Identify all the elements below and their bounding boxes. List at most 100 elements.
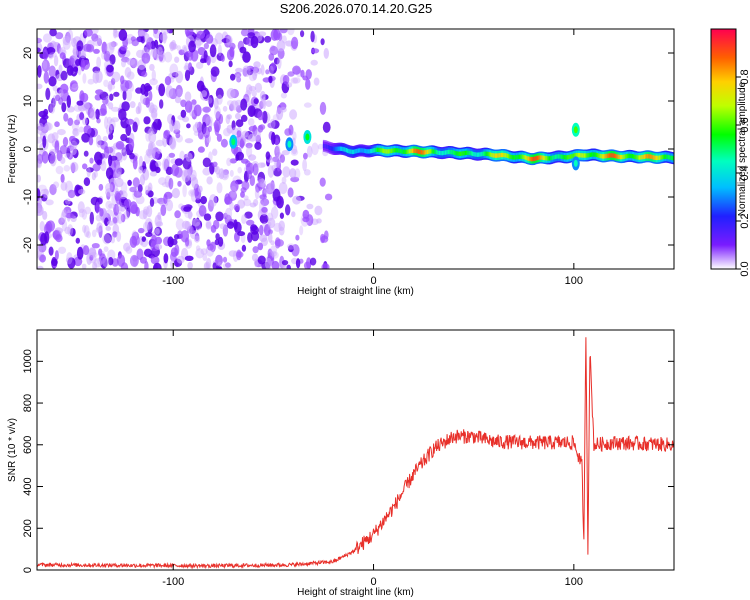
tone-band-core [454, 150, 456, 156]
tone-band-core [423, 150, 426, 155]
tone-band-core [541, 155, 544, 160]
noise-speckle [215, 166, 220, 175]
noise-speckle [282, 166, 291, 178]
noise-speckle [70, 161, 79, 173]
noise-speckle [63, 165, 71, 172]
noise-speckle [126, 118, 134, 125]
tone-band-core [645, 154, 647, 159]
noise-speckle [251, 253, 259, 262]
noise-speckle [130, 58, 139, 68]
noise-speckle [205, 116, 213, 125]
noise-speckle [60, 157, 66, 164]
tone-band-core [359, 148, 361, 153]
noise-speckle [151, 234, 157, 247]
tone-band-core [655, 155, 658, 161]
noise-speckle [202, 106, 211, 113]
tone-band-core [336, 146, 338, 152]
tone-band-core [467, 150, 469, 155]
spectral-feature-core [287, 140, 292, 148]
noise-speckle [54, 250, 59, 261]
noise-speckle [62, 136, 69, 147]
tone-band-core [528, 156, 531, 161]
noise-speckle [141, 71, 148, 78]
snr-xtick-label: -100 [162, 576, 184, 588]
noise-speckle [175, 132, 181, 139]
tone-band-core [434, 149, 437, 155]
noise-speckle [320, 233, 326, 244]
tone-band-core [613, 153, 616, 158]
noise-speckle [108, 132, 114, 140]
noise-speckle [72, 66, 79, 72]
snr-xtick-label: 100 [565, 576, 583, 588]
noise-speckle [122, 90, 127, 101]
noise-speckle [120, 182, 128, 194]
noise-speckle [208, 94, 214, 108]
noise-speckle [265, 100, 273, 107]
noise-speckle [194, 121, 200, 129]
tone-band-core [518, 154, 521, 159]
tone-band-core [502, 152, 504, 158]
noise-speckle [169, 119, 174, 132]
noise-speckle [205, 257, 212, 269]
noise-speckle [222, 212, 228, 220]
noise-speckle [118, 108, 127, 121]
tone-band-core [452, 150, 455, 155]
noise-speckle [113, 203, 120, 216]
tone-band-core [438, 150, 440, 155]
tone-band-core [641, 155, 643, 160]
tone-band-core [660, 155, 663, 160]
noise-speckle [241, 214, 247, 225]
noise-speckle [278, 182, 288, 194]
tone-band-core [635, 154, 637, 160]
noise-speckle [210, 224, 217, 233]
tone-band-core [532, 156, 534, 162]
tone-band-core [385, 149, 387, 154]
noise-speckle [253, 61, 261, 69]
noise-speckle [78, 208, 86, 218]
noise-speckle [107, 116, 112, 125]
tone-band-core [589, 152, 592, 157]
noise-speckle [48, 76, 57, 87]
spec-xtick-label: 100 [565, 275, 583, 287]
noise-speckle [241, 180, 250, 191]
noise-speckle [206, 176, 213, 185]
noise-speckle [51, 258, 58, 267]
tone-band-core [535, 156, 538, 161]
tone-band-core [324, 143, 326, 149]
tone-band-core [337, 146, 339, 151]
tone-band-core [464, 150, 467, 156]
tone-band-core [475, 152, 478, 157]
noise-speckle [37, 136, 43, 144]
tone-band-core [402, 149, 404, 154]
noise-speckle [65, 212, 75, 219]
tone-band-core [481, 151, 484, 157]
noise-speckle [220, 169, 230, 181]
tone-band-core [456, 151, 458, 156]
noise-speckle [273, 154, 281, 168]
tone-band-core [470, 151, 473, 156]
noise-speckle [270, 206, 279, 219]
tone-band-core [640, 155, 642, 160]
noise-speckle [214, 32, 224, 45]
noise-speckle [217, 44, 222, 57]
tone-band-core [416, 149, 419, 154]
noise-speckle [187, 210, 193, 220]
tone-band-core [648, 154, 651, 159]
noise-speckle [102, 136, 108, 142]
noise-speckle [228, 60, 233, 68]
noise-speckle [45, 87, 51, 100]
noise-speckle [230, 100, 239, 111]
noise-speckle [213, 97, 219, 110]
noise-speckle [276, 40, 286, 52]
noise-speckle [108, 41, 115, 51]
noise-speckle [75, 237, 81, 244]
tone-band-core [396, 148, 398, 153]
noise-speckle [257, 242, 264, 251]
noise-speckle [259, 234, 268, 242]
noise-speckle [144, 261, 149, 269]
noise-speckle [129, 235, 138, 248]
tone-band-core [488, 152, 491, 157]
tone-band-core [530, 156, 533, 162]
noise-speckle [170, 39, 177, 51]
tone-band-core [349, 149, 351, 154]
